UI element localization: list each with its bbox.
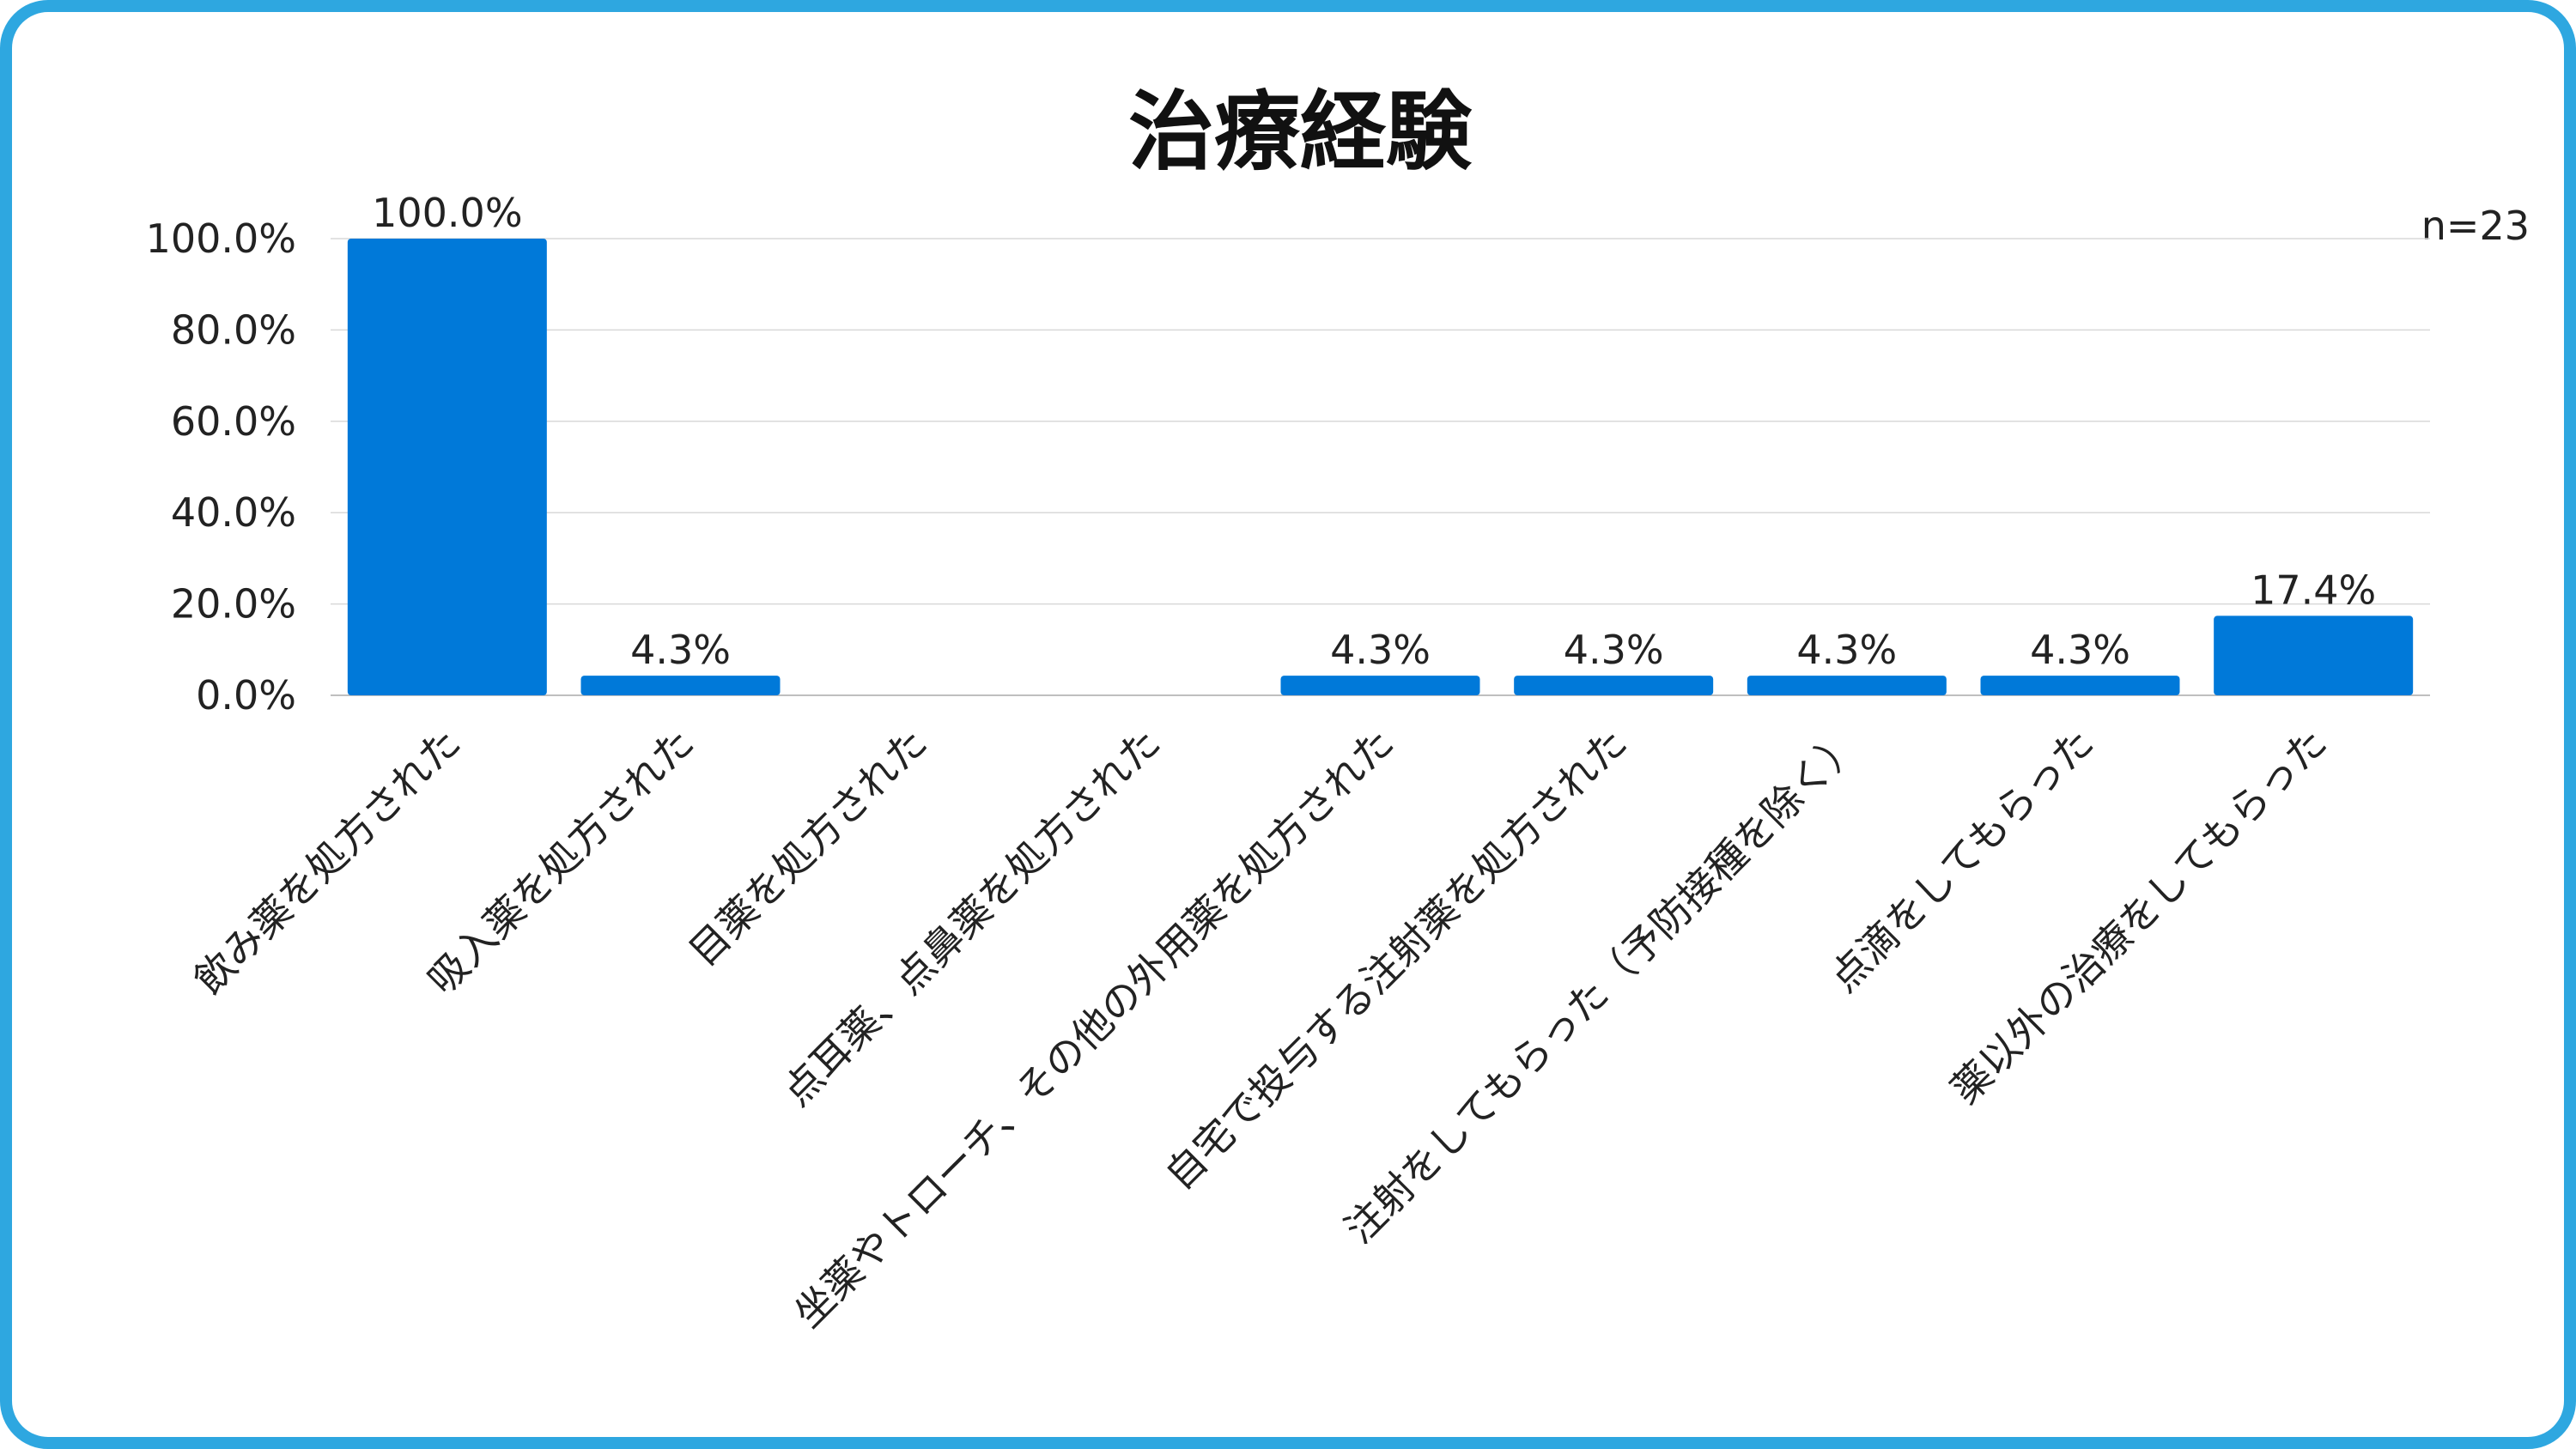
y-tick-label: 20.0% — [171, 581, 296, 627]
bar — [1980, 676, 2180, 695]
bar — [2214, 615, 2414, 695]
x-tick-label: 目薬を処方された — [680, 719, 936, 975]
x-tick-label: 飲み薬を処方された — [185, 719, 470, 1003]
data-label: 4.3% — [1796, 627, 1897, 673]
chart-title: 治療経験 — [1128, 82, 1472, 182]
y-tick-label: 60.0% — [171, 398, 296, 445]
x-tick-label: 薬以外の治療をしてもらった — [1942, 719, 2336, 1113]
y-tick-label: 40.0% — [171, 489, 296, 536]
y-tick-label: 100.0% — [146, 215, 296, 262]
bar — [580, 676, 781, 695]
x-tick-label: 吸入薬を処方された — [418, 719, 702, 1003]
y-tick-label: 0.0% — [196, 672, 296, 718]
data-label: 4.3% — [2030, 627, 2130, 673]
x-tick-label: 点耳薬、点鼻薬を処方された — [774, 719, 1170, 1115]
bar — [1280, 676, 1480, 695]
data-label: 17.4% — [2251, 567, 2376, 613]
x-tick-label: 自宅で投与する注射薬を処方された — [1156, 719, 1636, 1199]
x-tick-label: 点滴をしてもらった — [1820, 719, 2102, 1001]
bar — [347, 239, 547, 695]
data-label: 4.3% — [1564, 627, 1664, 673]
y-tick-label: 80.0% — [171, 306, 296, 353]
bar — [1747, 676, 1947, 695]
data-label: 100.0% — [372, 190, 522, 236]
data-label: 4.3% — [1330, 627, 1431, 673]
data-label: 4.3% — [630, 627, 731, 673]
x-tick-label: 注射をしてもらった（予防接種を除く） — [1336, 719, 1869, 1252]
sample-size-label: n=23 — [2421, 203, 2530, 249]
bar — [1514, 676, 1714, 695]
